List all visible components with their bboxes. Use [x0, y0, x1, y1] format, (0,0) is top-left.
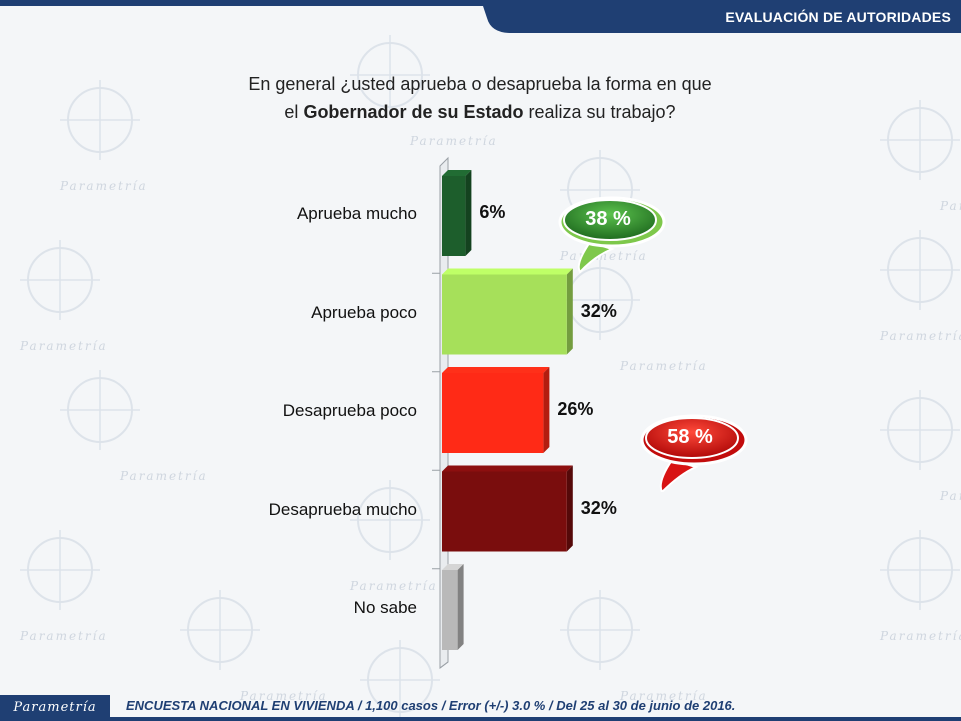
watermark-text: Parametría	[619, 689, 708, 703]
bar-no-sabe	[442, 564, 464, 650]
approve-total-text: 38 %	[585, 208, 631, 230]
bar-side-face	[543, 367, 550, 453]
bar-aprueba-poco	[442, 268, 573, 355]
value-label: 26%	[557, 399, 594, 419]
category-label: Desaprueba mucho	[268, 499, 417, 519]
question-line-2-post: realiza su trabajo?	[523, 102, 676, 122]
value-label: 32%	[580, 497, 617, 518]
footer-source: ENCUESTA NACIONAL EN VIVIENDA / 1,100 ca…	[126, 698, 736, 713]
watermark-text: Parametría	[59, 179, 148, 193]
bar-side-face	[465, 170, 472, 256]
bar-top-face	[442, 564, 464, 570]
bar-top-face	[442, 367, 550, 373]
category-label: No sabe	[353, 598, 417, 617]
footer: Parametría ENCUESTA NACIONAL EN VIVIENDA…	[0, 695, 961, 721]
watermark-text: Parametría	[879, 629, 961, 643]
bar-front-face	[442, 471, 567, 552]
value-label: 6%	[479, 202, 506, 222]
bar-side-face	[457, 564, 464, 650]
bar-top-face	[442, 268, 573, 275]
watermark-text: Parametría	[19, 629, 108, 643]
category-label: Aprueba poco	[311, 302, 417, 322]
bar-desaprueba-mucho	[442, 465, 573, 552]
header-tab: EVALUACIÓN DE AUTORIDADES	[481, 0, 961, 33]
watermark-text: Parametría	[119, 469, 208, 483]
watermark-text: Parametría	[239, 689, 328, 703]
footer-logo: Parametría	[0, 695, 110, 721]
watermark-text: Parametría	[939, 489, 961, 503]
category-label: Desaprueba poco	[282, 401, 417, 420]
question-line-2-pre: el	[284, 102, 304, 122]
section-title: EVALUACIÓN DE AUTORIDADES	[725, 9, 951, 25]
watermark-text: Parametría	[349, 579, 438, 593]
approve-total-bubble: 38 %	[550, 194, 670, 274]
watermark-text: Parametría	[19, 339, 108, 353]
category-label: Aprueba mucho	[296, 204, 417, 223]
watermark-text: Parametría	[879, 329, 961, 343]
axis-floor	[439, 661, 449, 669]
question-line-1: En general ¿usted aprueba o desaprueba l…	[248, 74, 712, 94]
survey-question: En general ¿usted aprueba o desaprueba l…	[200, 70, 760, 126]
footer-strip	[110, 717, 961, 721]
bar-top-face	[442, 170, 472, 176]
bar-front-face	[442, 274, 567, 355]
bar-side-face	[566, 465, 573, 552]
bar-front-face	[442, 176, 466, 256]
top-bar	[0, 0, 961, 6]
question-line-2-bold: Gobernador de su Estado	[303, 102, 524, 122]
bar-front-face	[442, 570, 458, 650]
bar-desaprueba-poco	[442, 367, 550, 453]
disapprove-total-bubble: 58 %	[632, 412, 752, 494]
bar-aprueba-mucho	[442, 170, 472, 256]
bar-side-face	[566, 268, 573, 355]
disapprove-total-text: 58 %	[667, 426, 713, 448]
question-line-2: el Gobernador de su Estado realiza su tr…	[200, 98, 760, 126]
watermark-text: Parametría	[409, 134, 498, 148]
value-label: 32%	[580, 300, 617, 321]
bar-top-face	[442, 465, 573, 472]
watermark-text: Parametría	[619, 359, 708, 373]
bar-front-face	[442, 373, 544, 453]
watermark-text: Parametría	[939, 199, 961, 213]
